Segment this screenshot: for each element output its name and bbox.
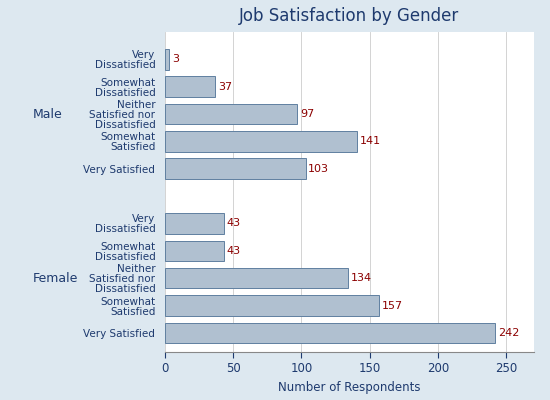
Text: Male: Male [33,108,63,120]
Text: 242: 242 [498,328,519,338]
Text: Female: Female [33,272,79,285]
Text: 97: 97 [300,109,315,119]
Text: 43: 43 [227,218,240,228]
Title: Job Satisfaction by Gender: Job Satisfaction by Gender [239,7,459,25]
Text: 37: 37 [218,82,232,92]
Text: 141: 141 [360,136,381,146]
Bar [165,213,224,234]
Text: 43: 43 [227,246,240,256]
Bar [165,268,348,288]
Text: 157: 157 [382,300,403,310]
Bar [165,295,380,316]
Text: 134: 134 [350,273,372,283]
Bar [165,158,306,179]
X-axis label: Number of Respondents: Number of Respondents [278,381,421,394]
Bar [165,240,224,261]
Bar [165,131,358,152]
Bar [165,104,298,124]
Bar [165,49,169,70]
Bar [165,76,216,97]
Text: 103: 103 [309,164,329,174]
Text: 3: 3 [172,54,179,64]
Bar [165,322,496,343]
